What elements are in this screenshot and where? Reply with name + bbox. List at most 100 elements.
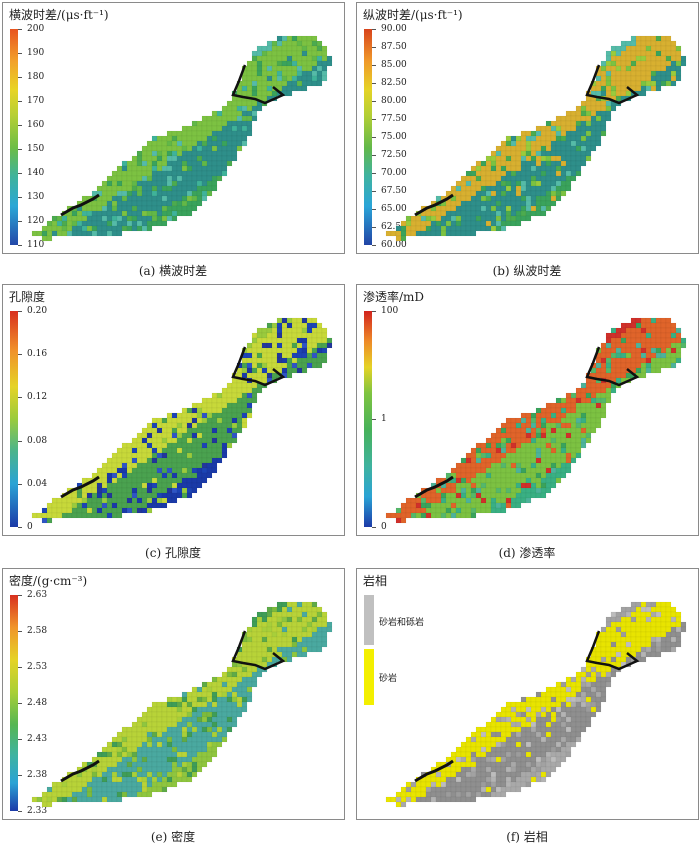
grid-cell (131, 215, 138, 222)
grid-cell (146, 741, 153, 748)
grid-cell (570, 120, 577, 127)
grid-cell (520, 756, 527, 763)
grid-cell (181, 135, 188, 142)
grid-cell (166, 160, 173, 167)
grid-cell (186, 711, 193, 718)
grid-cell (156, 417, 163, 424)
grid-cell (645, 357, 652, 364)
grid-cell (156, 432, 163, 439)
grid-cell (196, 706, 203, 713)
grid-cell (306, 35, 313, 42)
grid-cell (271, 45, 278, 52)
grid-cell (156, 437, 163, 444)
grid-cell (151, 756, 158, 763)
grid-cell (106, 512, 113, 519)
grid-cell (191, 200, 198, 207)
panel-compressional-slowness: 纵波时差/(μs·ft⁻¹) 90.00 87.50 85.00 82.50 80.00… (356, 2, 699, 254)
grid-cell (256, 362, 263, 369)
grid-cell (470, 497, 477, 504)
grid-cell (515, 786, 522, 793)
grid-cell (555, 407, 562, 414)
grid-cell (610, 347, 617, 354)
grid-cell (665, 45, 672, 52)
grid-cell (46, 230, 53, 237)
grid-cell (505, 437, 512, 444)
grid-cell (485, 766, 492, 773)
grid-cell (156, 160, 163, 167)
grid-cell (500, 502, 507, 509)
grid-cell (405, 512, 412, 519)
grid-cell (206, 115, 213, 122)
grid-cell (650, 601, 657, 608)
grid-cell (550, 155, 557, 162)
grid-cell (565, 150, 572, 157)
grid-cell (570, 696, 577, 703)
grid-cell (291, 85, 298, 92)
grid-cell (101, 512, 108, 519)
grid-cell (76, 210, 83, 217)
grid-cell (600, 686, 607, 693)
grid-cell (176, 482, 183, 489)
grid-cell (450, 200, 457, 207)
grid-cell (256, 641, 263, 648)
grid-cell (560, 437, 567, 444)
grid-cell (475, 487, 482, 494)
grid-cell (655, 606, 662, 613)
grid-cell (301, 611, 308, 618)
grid-cell (161, 502, 168, 509)
grid-cell (595, 382, 602, 389)
grid-cell (46, 786, 53, 793)
grid-cell (311, 45, 318, 52)
grid-cell (615, 367, 622, 374)
grid-cell (660, 352, 667, 359)
grid-cell (111, 185, 118, 192)
grid-cell (545, 130, 552, 137)
grid-cell (455, 497, 462, 504)
grid-cell (515, 741, 522, 748)
grid-cell (81, 502, 88, 509)
grid-cell (246, 342, 253, 349)
grid-cell (490, 716, 497, 723)
grid-cell (276, 347, 283, 354)
colorbar-tick-mark (18, 595, 22, 596)
colorbar-tick-label: 80.00 (381, 96, 407, 106)
grid-cell (630, 50, 637, 57)
grid-cell (525, 726, 532, 733)
grid-cell (410, 220, 417, 227)
legend-swatch-sand-conglomerate (364, 595, 374, 645)
grid-cell (306, 322, 313, 329)
grid-cell (555, 402, 562, 409)
grid-cell (555, 397, 562, 404)
grid-cell (196, 766, 203, 773)
grid-cell (485, 165, 492, 172)
grid-cell (570, 721, 577, 728)
grid-cell (625, 656, 632, 663)
grid-cell (510, 751, 517, 758)
grid-cell (575, 437, 582, 444)
grid-cell (146, 437, 153, 444)
grid-cell (86, 210, 93, 217)
grid-cell (171, 432, 178, 439)
grid-cell (61, 502, 68, 509)
grid-cell (226, 140, 233, 147)
grid-cell (415, 791, 422, 798)
grid-cell (620, 352, 627, 359)
grid-cell (116, 786, 123, 793)
grid-cell (465, 512, 472, 519)
grid-cell (121, 482, 128, 489)
grid-cell (136, 791, 143, 798)
grid-cell (575, 110, 582, 117)
grid-cell (281, 342, 288, 349)
grid-cell (470, 796, 477, 803)
grid-cell (96, 215, 103, 222)
grid-cell (405, 225, 412, 232)
grid-cell (580, 706, 587, 713)
grid-cell (470, 215, 477, 222)
grid-cell (425, 210, 432, 217)
grid-cell (500, 155, 507, 162)
grid-cell (201, 442, 208, 449)
grid-cell (46, 235, 53, 242)
grid-cell (575, 681, 582, 688)
grid-cell (520, 170, 527, 177)
grid-cell (281, 80, 288, 87)
